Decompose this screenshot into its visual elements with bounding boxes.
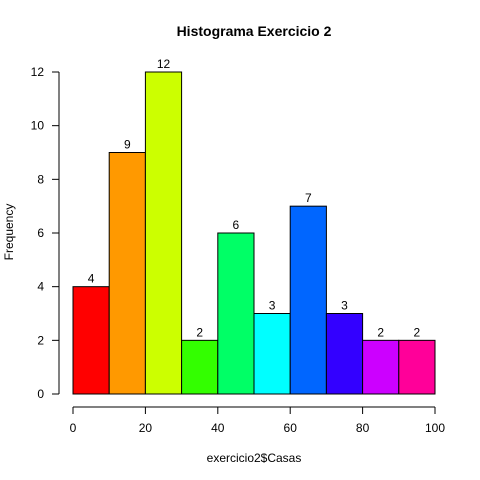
histogram-bar-5 <box>254 314 290 395</box>
histogram-bar-8 <box>363 340 399 394</box>
bar-count-label-6: 7 <box>305 191 312 205</box>
x-axis: 0 20 40 60 80 100 <box>70 407 446 435</box>
x-tick-label-0: 0 <box>70 421 77 435</box>
bar-count-label-1: 9 <box>124 138 131 152</box>
y-axis: 0 2 4 6 8 10 12 <box>31 65 59 401</box>
y-axis-label: Frequency <box>2 204 16 261</box>
x-tick-label-5: 100 <box>425 421 445 435</box>
bar-count-label-9: 2 <box>414 325 421 339</box>
histogram-bar-9 <box>399 340 435 394</box>
histogram-bar-7 <box>326 314 362 395</box>
histogram-bar-4 <box>218 233 254 394</box>
x-tick-label-1: 20 <box>139 421 153 435</box>
histogram-bar-1 <box>109 153 145 395</box>
histogram-bar-3 <box>182 340 218 394</box>
histogram-bar-2 <box>145 72 181 394</box>
x-tick-label-3: 60 <box>284 421 298 435</box>
x-tick-label-2: 40 <box>211 421 225 435</box>
bar-count-label-8: 2 <box>377 325 384 339</box>
bar-count-label-4: 6 <box>233 218 240 232</box>
bar-count-label-2: 12 <box>157 57 171 71</box>
y-tick-label-6: 12 <box>31 65 45 79</box>
histogram-bar-6 <box>290 206 326 394</box>
bar-count-label-0: 4 <box>88 272 95 286</box>
y-tick-label-5: 10 <box>31 119 45 133</box>
x-tick-label-4: 80 <box>356 421 370 435</box>
y-tick-label-0: 0 <box>37 387 44 401</box>
bar-count-label-3: 2 <box>196 325 203 339</box>
y-tick-label-2: 4 <box>37 280 44 294</box>
bar-count-label-7: 3 <box>341 299 348 313</box>
y-tick-label-1: 2 <box>37 333 44 347</box>
y-tick-label-4: 8 <box>37 172 44 186</box>
x-axis-label: exercicio2$Casas <box>207 451 302 465</box>
chart-title: Histograma Exercicio 2 <box>177 23 332 39</box>
y-tick-label-3: 6 <box>37 226 44 240</box>
bar-count-label-5: 3 <box>269 299 276 313</box>
histogram-bar-0 <box>73 287 109 394</box>
histogram-bars <box>73 72 435 394</box>
